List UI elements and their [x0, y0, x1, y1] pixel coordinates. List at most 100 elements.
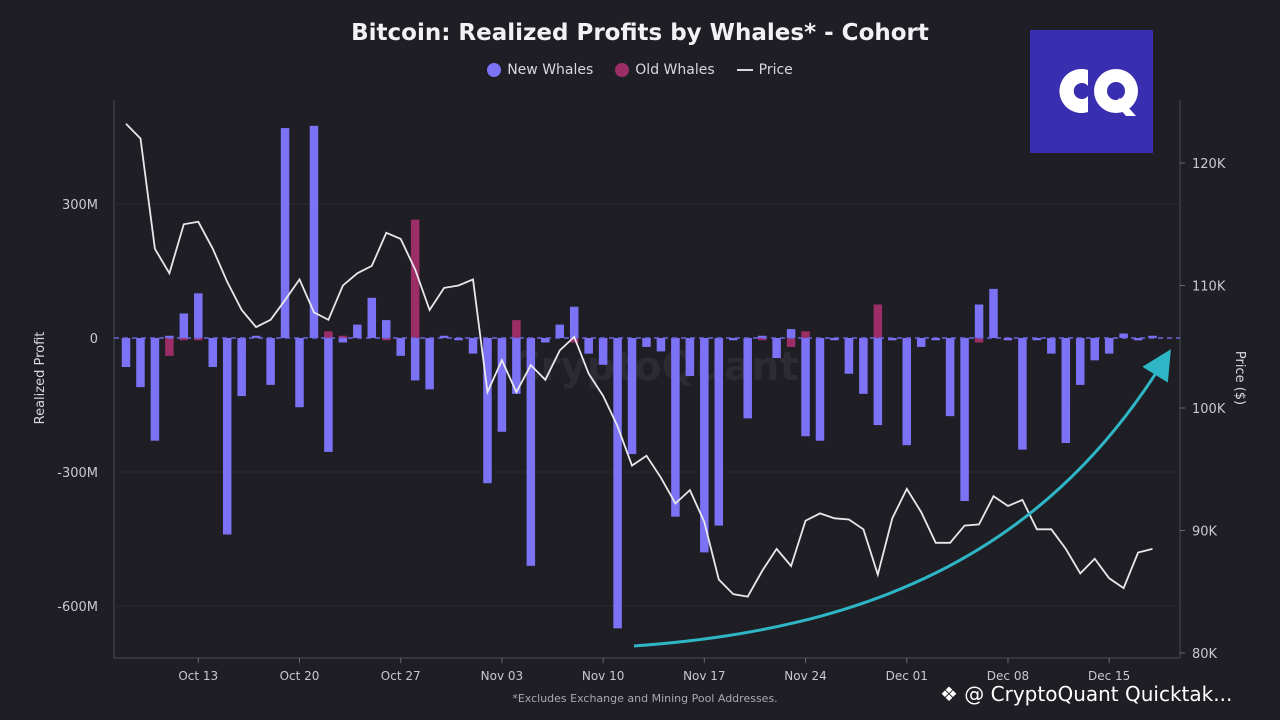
new-whales-bar — [280, 128, 290, 338]
old-whales-bar — [786, 338, 796, 347]
x-tick-label: Nov 17 — [683, 669, 726, 683]
cq-logo-icon — [1059, 69, 1138, 116]
background-watermark: CryptoQuant — [511, 344, 798, 390]
new-whales-bar — [830, 338, 839, 341]
new-whales-bar — [656, 338, 666, 352]
y2-tick-label: 120K — [1192, 157, 1226, 172]
new-whales-bar — [598, 338, 608, 365]
new-whales-bar — [454, 338, 463, 341]
new-whales-bar — [1032, 338, 1042, 341]
y-axis-label: Realized Profit — [33, 332, 48, 425]
new-whales-bar — [324, 338, 333, 452]
price-line — [125, 123, 1153, 598]
new-whales-bar — [945, 338, 955, 417]
trend-arrow — [633, 349, 1171, 648]
new-whales-bar — [584, 338, 593, 354]
new-whales-bar — [916, 338, 926, 347]
new-whales-bar — [309, 125, 319, 338]
old-whales-bar — [338, 335, 348, 338]
new-whales-bar — [960, 338, 969, 502]
new-whales-bar — [786, 329, 796, 338]
new-whales-bar — [237, 338, 246, 397]
new-whales-bar — [526, 338, 536, 566]
new-whales-bar — [859, 338, 868, 394]
old-whales-bar — [974, 338, 984, 343]
new-whales-bar — [729, 338, 738, 341]
right-axis-ticks: 120K 110K 100K 90K 80K — [1180, 157, 1226, 662]
x-tick-label: Oct 20 — [280, 669, 320, 683]
new-whales-bar — [165, 335, 174, 338]
x-tick-label: Nov 10 — [582, 669, 625, 683]
old-whales-bar — [801, 331, 810, 338]
x-tick-label: Nov 24 — [784, 669, 827, 683]
x-tick-label: Dec 15 — [1088, 669, 1130, 683]
new-whales-bar — [1047, 338, 1056, 354]
new-whales-bar — [208, 338, 217, 368]
new-whales-bar — [222, 338, 232, 535]
old-whales-bar — [757, 338, 767, 341]
quicktake-watermark: ❖ @ CryptoQuant Quicktak... — [940, 682, 1232, 706]
new-whales-bar — [396, 338, 405, 356]
new-whales-bar — [497, 338, 507, 432]
new-whales-bar — [295, 338, 304, 408]
y2-tick-label: 80K — [1192, 647, 1218, 662]
new-whales-bar — [743, 338, 752, 419]
new-whales-bar — [902, 338, 911, 446]
new-whales-bar — [512, 338, 521, 394]
new-whales-bar — [367, 297, 377, 338]
y2-tick-label: 110K — [1192, 280, 1226, 295]
x-tick-label: Oct 27 — [381, 669, 421, 683]
new-whales-bar — [989, 288, 998, 338]
new-whales-bar — [671, 338, 680, 517]
new-whales-bar — [873, 338, 883, 426]
y2-axis-label: Price ($) — [1232, 351, 1247, 405]
new-whales-bar — [194, 293, 203, 338]
footnote: *Excludes Exchange and Mining Pool Addre… — [512, 692, 778, 705]
legend-item-old-whales[interactable]: Old Whales — [615, 62, 715, 78]
new-whales-bar — [338, 338, 348, 343]
legend: New Whales Old Whales Price — [0, 62, 1280, 78]
old-whales-swatch — [615, 63, 630, 77]
legend-item-new-whales[interactable]: New Whales — [487, 62, 593, 78]
old-whales-bar — [179, 338, 189, 341]
gridlines — [114, 203, 1180, 607]
new-whales-bar — [815, 338, 825, 441]
new-whales-bar — [888, 338, 897, 341]
new-whales-bar — [439, 335, 449, 338]
new-whales-bar — [700, 338, 709, 553]
binance-diamond-icon: ❖ — [940, 682, 958, 706]
new-whales-bar — [1133, 338, 1143, 341]
new-whales-bar — [613, 338, 622, 629]
y2-tick-label: 90K — [1192, 525, 1218, 540]
x-tick-label: Nov 03 — [481, 669, 524, 683]
old-whales-bar — [873, 304, 883, 338]
new-whales-bar — [931, 338, 940, 341]
cryptoquant-logo — [1030, 30, 1153, 153]
new-whales-bar — [1090, 338, 1099, 361]
old-whales-bar — [512, 320, 521, 338]
new-whales-bar — [627, 338, 637, 455]
new-whales-bar — [714, 338, 724, 526]
y-tick-label: -600M — [57, 600, 98, 615]
new-whales-bar — [1018, 338, 1027, 450]
new-whales-bar — [410, 338, 420, 381]
new-whales-bar — [685, 338, 695, 376]
new-whales-bar — [179, 313, 189, 338]
old-whales-bar — [382, 338, 391, 341]
legend-item-price[interactable]: Price — [736, 62, 793, 78]
new-whales-bar — [642, 338, 651, 347]
x-tick-label: Dec 08 — [987, 669, 1029, 683]
new-whales-bar — [801, 338, 810, 437]
x-tick-label: Oct 13 — [178, 669, 218, 683]
new-whales-bar — [382, 320, 391, 338]
old-whales-bar — [410, 219, 420, 338]
y-tick-label: -300M — [57, 466, 98, 481]
watermark-text: @ CryptoQuant Quicktak... — [964, 682, 1233, 706]
old-whales-bar — [165, 338, 174, 356]
new-whales-bar — [1148, 335, 1157, 338]
new-whales-bar — [425, 338, 434, 390]
new-whales-bar — [541, 338, 550, 343]
y-tick-label: 0 — [90, 332, 98, 347]
legend-label-old-whales: Old Whales — [635, 62, 715, 78]
